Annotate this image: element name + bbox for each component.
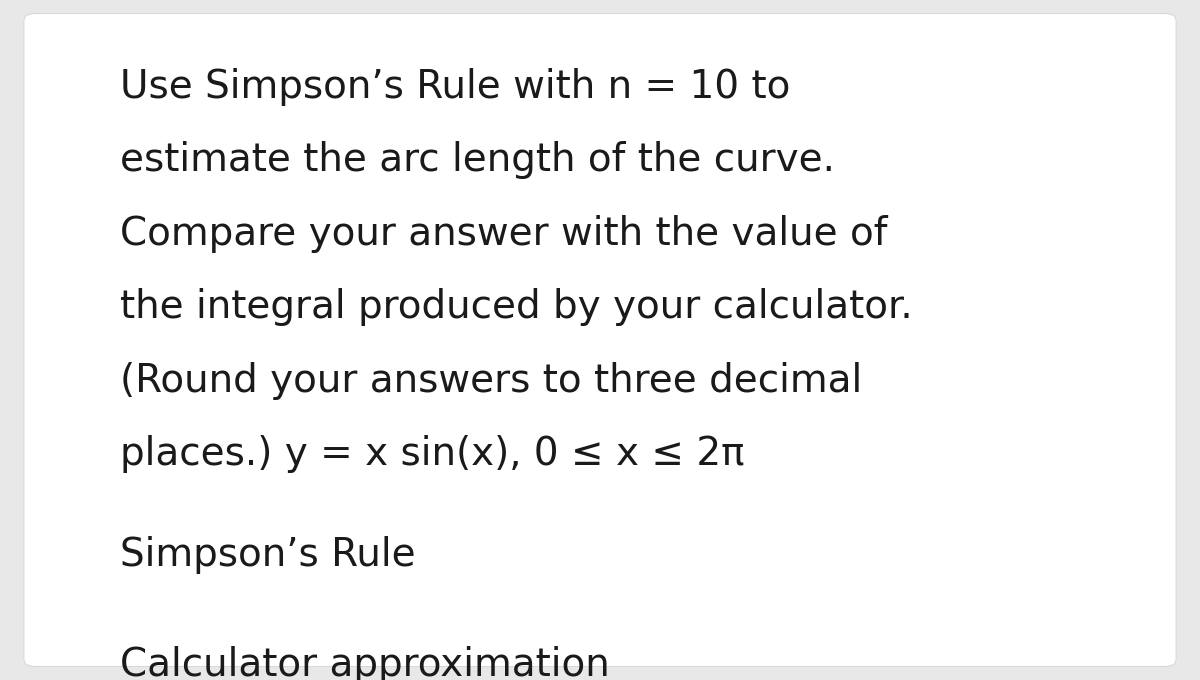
Text: estimate the arc length of the curve.: estimate the arc length of the curve.: [120, 141, 835, 180]
Text: Calculator approximation: Calculator approximation: [120, 646, 610, 680]
Text: places.) y = x sin(x), 0 ≤ x ≤ 2π: places.) y = x sin(x), 0 ≤ x ≤ 2π: [120, 435, 744, 473]
Text: (Round your answers to three decimal: (Round your answers to three decimal: [120, 362, 863, 400]
FancyBboxPatch shape: [24, 14, 1176, 666]
Text: Use Simpson’s Rule with n = 10 to: Use Simpson’s Rule with n = 10 to: [120, 68, 791, 106]
Text: Compare your answer with the value of: Compare your answer with the value of: [120, 215, 888, 253]
Text: the integral produced by your calculator.: the integral produced by your calculator…: [120, 288, 913, 326]
Text: Simpson’s Rule: Simpson’s Rule: [120, 536, 415, 574]
